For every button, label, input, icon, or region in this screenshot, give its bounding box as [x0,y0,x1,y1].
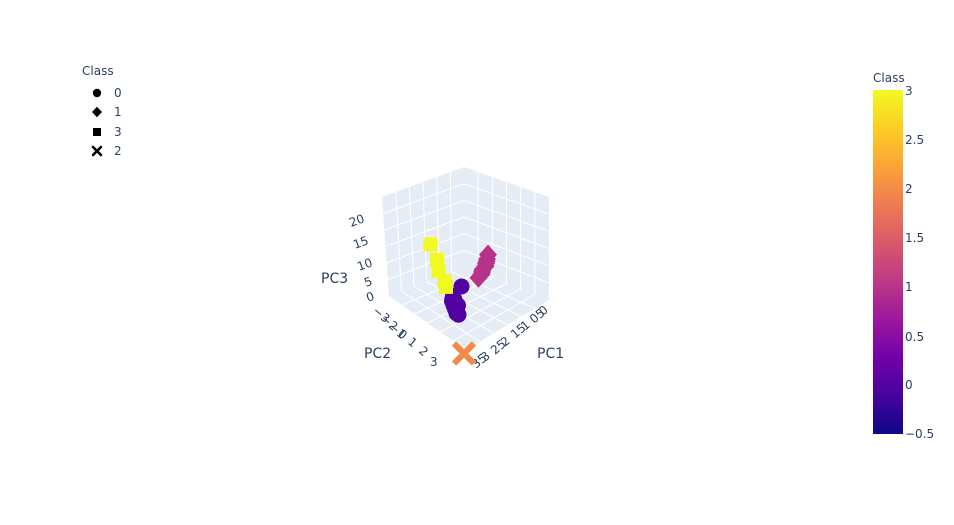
data-point-class-3 [424,237,438,251]
y-tick-label: 1 [405,335,420,351]
z-tick-label: 10 [355,255,374,273]
x-axis-title: PC1 [537,346,564,362]
z-tick-label: 0 [364,289,376,305]
y-tick-label: 3 [430,355,438,369]
z-tick-label: 15 [351,233,370,251]
z-tick-label: 20 [347,211,366,229]
data-point-class-0 [454,278,470,294]
data-point-class-0 [449,302,465,318]
data-point-class-3 [439,280,453,294]
y-axis-title: PC2 [364,346,391,362]
y-tick-label: 2 [416,344,431,360]
z-tick-label: 5 [362,274,374,290]
z-axis-title: PC3 [321,271,348,287]
